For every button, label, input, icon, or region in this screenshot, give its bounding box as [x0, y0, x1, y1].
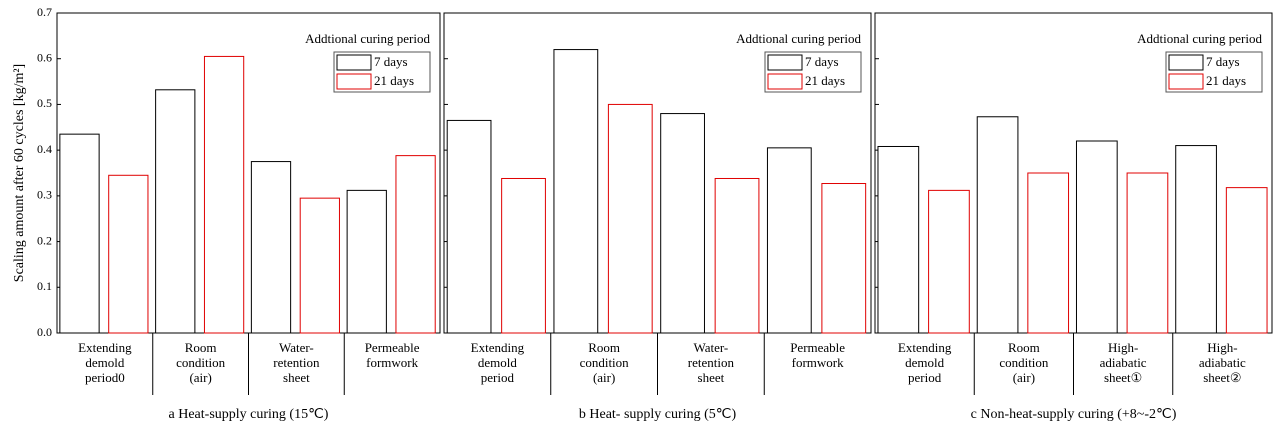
- legend-title: Addtional curing period: [1137, 31, 1262, 46]
- x-tick-label: Extending demold period: [897, 340, 952, 385]
- x-tick-label: Extending demold period: [470, 340, 525, 385]
- legend-label: 21 days: [805, 73, 845, 88]
- y-tick-label: 0.7: [37, 5, 52, 19]
- y-tick-label: 0.1: [37, 279, 52, 293]
- bar: [501, 177, 546, 334]
- bar: [714, 177, 760, 334]
- panel-caption: c Non-heat-supply curing (+8~-2℃): [971, 407, 1177, 422]
- bar: [203, 55, 245, 334]
- x-tick-label-box: High- adiabatic sheet①: [1099, 340, 1147, 385]
- legend-label: 7 days: [1206, 54, 1240, 69]
- x-tick-label-box: Permeable formwork: [790, 340, 846, 370]
- bar: [976, 116, 1019, 334]
- bar: [553, 49, 599, 334]
- bar: [299, 197, 340, 334]
- x-tick-label: High- adiabatic sheet②: [1198, 340, 1246, 385]
- x-tick-label: Room condition (air): [176, 340, 226, 385]
- x-tick-label-box: Room condition (air): [176, 340, 226, 385]
- y-tick-label: 0.2: [37, 233, 52, 247]
- x-tick-label: Permeable formwork: [364, 340, 420, 370]
- bar: [821, 183, 867, 334]
- x-tick-label-box: Extending demold period: [470, 340, 525, 385]
- x-tick-label: Water- retention sheet: [687, 340, 734, 385]
- x-tick-label-box: Water- retention sheet: [273, 340, 320, 385]
- legend-swatch: [767, 54, 803, 71]
- y-tick-label: 0.3: [37, 188, 52, 202]
- legend-label: 7 days: [805, 54, 839, 69]
- x-tick-label: Room condition (air): [999, 340, 1049, 385]
- y-tick-label: 0.0: [37, 325, 52, 339]
- legend-swatch: [767, 73, 803, 90]
- bar: [59, 133, 100, 334]
- bar: [346, 189, 387, 334]
- bar: [1075, 140, 1118, 334]
- x-tick-label-box: Extending demold period: [897, 340, 952, 385]
- x-tick-label: High- adiabatic sheet①: [1099, 340, 1147, 385]
- legend-swatch: [1168, 54, 1204, 71]
- bar: [660, 113, 705, 334]
- x-tick-label-box: Water- retention sheet: [687, 340, 734, 385]
- x-tick-label-box: Room condition (air): [579, 340, 629, 385]
- legend-label: 21 days: [374, 73, 414, 88]
- y-axis-label: Scaling amount after 60 cycles [kg/m²]: [12, 64, 27, 282]
- legend-label: 21 days: [1206, 73, 1246, 88]
- legend-swatch: [1168, 73, 1204, 90]
- legend-swatch: [336, 73, 372, 90]
- x-tick-label-box: Permeable formwork: [364, 340, 420, 370]
- x-tick-label-box: High- adiabatic sheet②: [1198, 340, 1246, 385]
- x-tick-label: Extending demold period0: [78, 340, 132, 385]
- bar: [1175, 145, 1217, 334]
- panel-caption: a Heat-supply curing (15℃): [169, 407, 329, 422]
- y-tick-label: 0.6: [37, 50, 52, 64]
- bar: [928, 189, 970, 334]
- x-tick-label: Permeable formwork: [790, 340, 846, 370]
- bar: [155, 89, 196, 334]
- bar: [250, 161, 292, 334]
- x-tick-label-box: Room condition (air): [999, 340, 1049, 385]
- bar: [446, 119, 492, 334]
- bar: [766, 147, 812, 334]
- bar: [1126, 172, 1169, 334]
- panel-caption: b Heat- supply curing (5℃): [579, 407, 737, 422]
- legend-swatch: [336, 54, 372, 71]
- bar: [395, 155, 436, 334]
- x-tick-label: Water- retention sheet: [273, 340, 320, 385]
- bar: [1027, 172, 1070, 334]
- bar: [108, 174, 149, 334]
- x-tick-label: Room condition (air): [579, 340, 629, 385]
- legend-label: 7 days: [374, 54, 408, 69]
- bar: [1225, 187, 1268, 334]
- x-tick-label-box: Extending demold period0: [78, 340, 132, 385]
- legend-title: Addtional curing period: [305, 31, 430, 46]
- y-tick-label: 0.5: [37, 96, 52, 110]
- bar: [877, 145, 920, 334]
- bar: [607, 103, 653, 334]
- legend-title: Addtional curing period: [736, 31, 861, 46]
- y-tick-label: 0.4: [37, 142, 52, 156]
